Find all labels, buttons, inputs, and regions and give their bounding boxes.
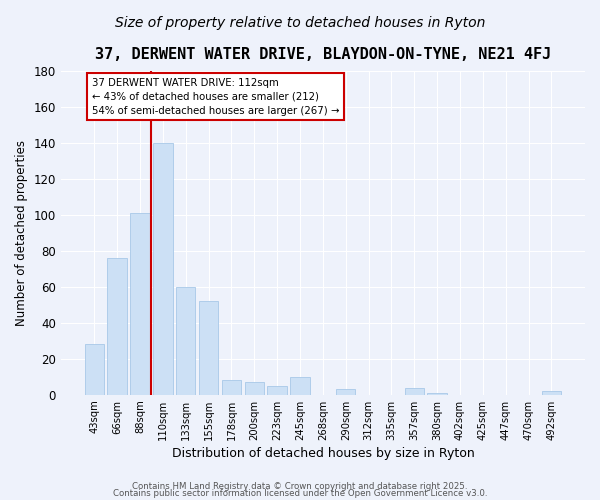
Bar	[222, 380, 241, 395]
Bar	[427, 393, 447, 395]
Text: Contains HM Land Registry data © Crown copyright and database right 2025.: Contains HM Land Registry data © Crown c…	[132, 482, 468, 491]
Bar	[199, 301, 218, 395]
Bar	[336, 390, 355, 395]
Text: 37 DERWENT WATER DRIVE: 112sqm
← 43% of detached houses are smaller (212)
54% of: 37 DERWENT WATER DRIVE: 112sqm ← 43% of …	[92, 78, 340, 116]
Text: Contains public sector information licensed under the Open Government Licence v3: Contains public sector information licen…	[113, 489, 487, 498]
Text: Size of property relative to detached houses in Ryton: Size of property relative to detached ho…	[115, 16, 485, 30]
Bar	[130, 213, 150, 395]
Title: 37, DERWENT WATER DRIVE, BLAYDON-ON-TYNE, NE21 4FJ: 37, DERWENT WATER DRIVE, BLAYDON-ON-TYNE…	[95, 48, 551, 62]
Bar	[245, 382, 264, 395]
Bar	[290, 377, 310, 395]
Bar	[85, 344, 104, 395]
Bar	[542, 391, 561, 395]
Bar	[404, 388, 424, 395]
Bar	[176, 287, 196, 395]
Bar	[268, 386, 287, 395]
Bar	[153, 142, 173, 395]
Y-axis label: Number of detached properties: Number of detached properties	[15, 140, 28, 326]
X-axis label: Distribution of detached houses by size in Ryton: Distribution of detached houses by size …	[172, 447, 474, 460]
Bar	[107, 258, 127, 395]
